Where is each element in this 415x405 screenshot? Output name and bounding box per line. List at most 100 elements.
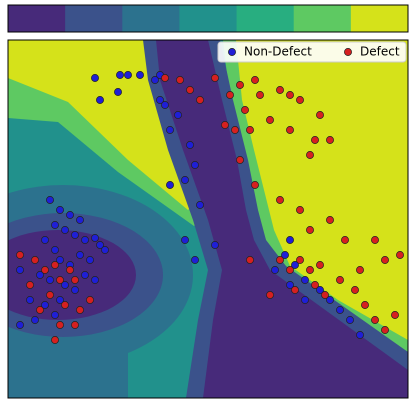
point	[156, 96, 163, 103]
point	[301, 276, 308, 283]
point	[276, 256, 283, 263]
point	[306, 266, 313, 273]
point	[46, 276, 53, 283]
point	[96, 96, 103, 103]
point	[86, 256, 93, 263]
point	[91, 276, 98, 283]
point	[211, 74, 218, 81]
point	[41, 266, 48, 273]
point	[56, 276, 63, 283]
point	[341, 236, 348, 243]
colorbar-swatch	[294, 5, 352, 32]
point	[31, 256, 38, 263]
point	[186, 141, 193, 148]
point	[266, 116, 273, 123]
point	[76, 306, 83, 313]
point	[396, 251, 403, 258]
point	[56, 206, 63, 213]
point	[71, 286, 78, 293]
point	[191, 161, 198, 168]
point	[61, 301, 68, 308]
point	[66, 266, 73, 273]
point	[166, 126, 173, 133]
colorbar	[8, 5, 409, 32]
point	[76, 251, 83, 258]
point	[221, 121, 228, 128]
point	[51, 246, 58, 253]
point	[306, 226, 313, 233]
point	[66, 211, 73, 218]
point	[336, 306, 343, 313]
colorbar-swatch	[122, 5, 180, 32]
point	[276, 196, 283, 203]
point	[91, 234, 98, 241]
point	[51, 261, 58, 268]
point	[71, 231, 78, 238]
point	[361, 301, 368, 308]
point	[246, 126, 253, 133]
point	[286, 236, 293, 243]
point	[371, 316, 378, 323]
point	[31, 316, 38, 323]
point	[306, 151, 313, 158]
point	[101, 246, 108, 253]
point	[256, 91, 263, 98]
point	[336, 276, 343, 283]
point	[166, 181, 173, 188]
point	[136, 71, 143, 78]
point	[211, 241, 218, 248]
point	[51, 336, 58, 343]
point	[191, 256, 198, 263]
point	[236, 81, 243, 88]
point	[391, 311, 398, 318]
point	[86, 296, 93, 303]
point	[311, 136, 318, 143]
point	[196, 201, 203, 208]
point	[296, 256, 303, 263]
point	[46, 196, 53, 203]
point	[371, 236, 378, 243]
point	[161, 74, 168, 81]
point	[251, 76, 258, 83]
point	[176, 76, 183, 83]
point	[326, 136, 333, 143]
point	[351, 286, 358, 293]
point	[56, 321, 63, 328]
point	[301, 296, 308, 303]
point	[76, 216, 83, 223]
point	[291, 286, 298, 293]
point	[271, 266, 278, 273]
point	[381, 326, 388, 333]
legend-label: Non-Defect	[244, 45, 312, 59]
point	[41, 236, 48, 243]
point	[71, 276, 78, 283]
point	[236, 156, 243, 163]
point	[114, 88, 121, 95]
point	[241, 106, 248, 113]
point	[231, 126, 238, 133]
point	[356, 266, 363, 273]
point	[36, 306, 43, 313]
point	[16, 321, 23, 328]
point	[346, 316, 353, 323]
point	[26, 296, 33, 303]
point	[16, 251, 23, 258]
point	[116, 71, 123, 78]
point	[251, 181, 258, 188]
point	[266, 291, 273, 298]
point	[316, 261, 323, 268]
point	[174, 111, 181, 118]
point	[311, 281, 318, 288]
point	[51, 311, 58, 318]
point	[286, 91, 293, 98]
point	[46, 291, 53, 298]
legend-marker	[344, 48, 351, 55]
point	[181, 236, 188, 243]
point	[81, 271, 88, 278]
point	[321, 291, 328, 298]
point	[16, 266, 23, 273]
point	[381, 256, 388, 263]
point	[276, 86, 283, 93]
point	[286, 126, 293, 133]
